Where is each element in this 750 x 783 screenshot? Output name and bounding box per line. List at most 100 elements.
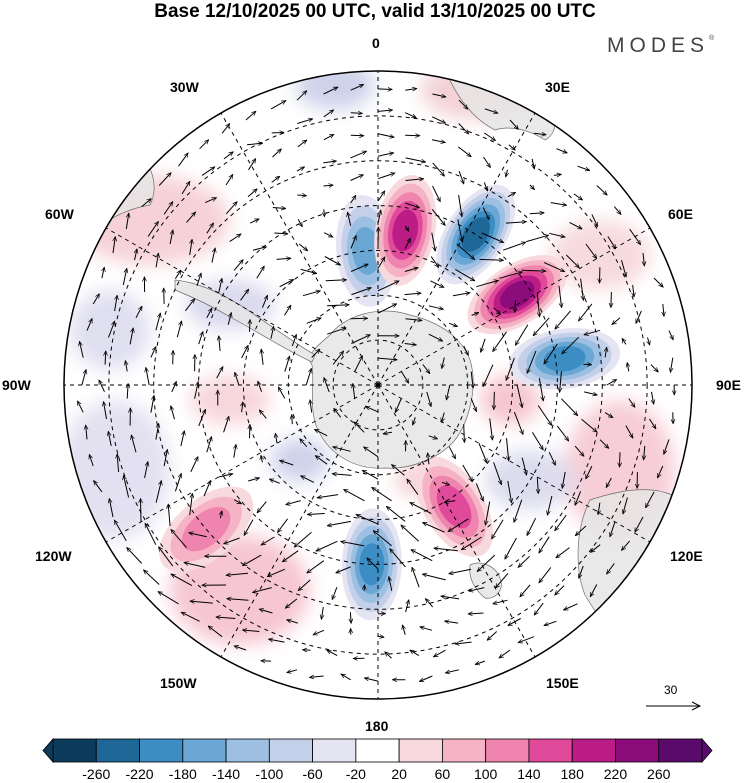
wind-arrow (476, 280, 498, 288)
wind-arrow (392, 465, 405, 476)
wind-arrow (220, 511, 222, 519)
wind-arrow (356, 514, 379, 525)
wind-arrow (199, 140, 209, 150)
wind-arrow (248, 159, 256, 171)
wind-arrow (155, 424, 159, 440)
wind-arrow (644, 445, 645, 460)
wind-arrow (508, 144, 515, 150)
colorbar-label: 220 (603, 766, 628, 782)
wind-arrow (400, 371, 408, 384)
wind-arrow (122, 268, 127, 286)
wind-arrow (225, 175, 233, 186)
wind-arrow (537, 405, 552, 426)
wind-arrow (633, 284, 634, 297)
wind-arrow (515, 300, 516, 312)
wind-arrow (377, 89, 392, 90)
wind-arrow (350, 151, 366, 159)
wind-arrow (279, 279, 294, 288)
wind-arrow (556, 547, 570, 558)
wind-arrow (390, 549, 406, 568)
wind-arrow (350, 174, 364, 181)
wind-arrow (315, 456, 328, 465)
wind-arrow (555, 310, 571, 329)
wind-arrow (558, 285, 562, 308)
wind-arrow (350, 84, 364, 91)
wind-arrow (94, 481, 103, 493)
wind-arrow (158, 173, 171, 186)
wind-arrow (163, 450, 167, 467)
wind-arrow (367, 558, 379, 570)
wind-arrow (278, 518, 289, 533)
wind-arrow (589, 584, 598, 597)
brand-mark: ® (709, 35, 715, 42)
wind-arrow (585, 243, 597, 259)
wind-arrow (171, 382, 177, 393)
wind-arrow (311, 349, 320, 358)
wind-arrow (129, 328, 133, 345)
wind-arrow (225, 202, 237, 215)
wind-arrow (605, 347, 607, 358)
wind-arrow (211, 248, 215, 263)
wind-arrow (206, 437, 212, 453)
wind-arrow (411, 549, 433, 562)
wind-arrow (533, 317, 550, 336)
wind-arrow (310, 676, 324, 677)
wind-arrow (516, 384, 522, 408)
wind-arrow (240, 289, 249, 301)
wind-arrow (404, 268, 418, 272)
wind-arrow (227, 313, 231, 325)
wind-arrow (412, 567, 420, 588)
wind-arrow (181, 181, 190, 195)
wind-arrow (401, 525, 420, 542)
wind-arrow (548, 451, 556, 465)
wind-arrow (257, 501, 267, 513)
wind-arrow (430, 280, 444, 288)
wind-arrow (178, 153, 189, 167)
wind-arrow (256, 266, 265, 279)
wind-arrow (458, 123, 469, 134)
wind-arrow (174, 270, 180, 279)
wind-arrow (144, 462, 148, 479)
wind-arrow (534, 602, 544, 615)
wind-arrow (475, 483, 483, 501)
wind-arrow (185, 299, 194, 312)
wind-arrow (649, 418, 656, 429)
wind-arrow (155, 481, 161, 503)
wind-arrow (283, 305, 291, 316)
wind-arrow (297, 119, 312, 124)
wind-arrow (252, 247, 267, 251)
wind-arrow (190, 601, 213, 603)
wind-arrow (233, 499, 241, 505)
wind-arrow (495, 572, 509, 588)
wind-arrow (377, 191, 385, 202)
colorbar-min-tip (42, 737, 54, 764)
wind-arrow (621, 260, 627, 277)
wind-arrow (190, 457, 199, 473)
wind-arrow (428, 305, 444, 310)
wind-arrow (270, 100, 286, 110)
wind-arrow (449, 568, 472, 574)
map-title: Base 12/10/2025 00 UTC, valid 13/10/2025… (154, 1, 596, 22)
wind-arrow (189, 494, 193, 516)
wind-arrow (272, 208, 286, 209)
lon-label-150e: 150E (546, 675, 579, 691)
colorbar-swatch (312, 738, 357, 763)
wind-arrow (648, 337, 650, 346)
wind-arrow (569, 221, 583, 230)
wind-arrow (413, 417, 416, 425)
colorbar-swatch (398, 738, 443, 763)
wind-arrow (114, 295, 118, 311)
colorbar-label: 180 (560, 766, 584, 782)
wind-arrow (629, 228, 641, 245)
wind-arrow (643, 252, 644, 266)
wind-arrow (509, 119, 518, 129)
wind-arrow (410, 650, 420, 657)
wind-arrow (432, 162, 445, 176)
wind-arrow (428, 333, 443, 342)
wind-arrow (324, 378, 330, 393)
wind-arrow (206, 223, 214, 234)
wind-arrow (584, 391, 597, 395)
wind-arrow (227, 599, 249, 601)
colorbar-swatch (268, 738, 314, 763)
wind-arrow (423, 522, 445, 533)
